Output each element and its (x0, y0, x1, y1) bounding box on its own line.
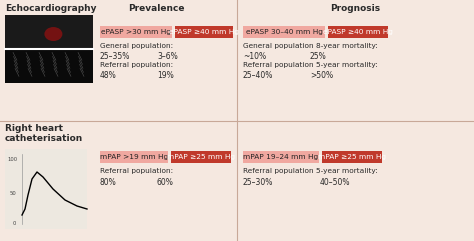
Text: ePASP ≥40 mm Hg: ePASP ≥40 mm Hg (323, 29, 393, 35)
Text: 25–40%: 25–40% (243, 71, 273, 80)
Text: Referral population 5-year mortality:: Referral population 5-year mortality: (243, 168, 378, 174)
Text: 0: 0 (13, 221, 17, 226)
Text: Prevalence: Prevalence (128, 4, 184, 13)
Text: 60%: 60% (157, 178, 174, 187)
FancyBboxPatch shape (5, 149, 87, 229)
Text: 3–6%: 3–6% (157, 52, 178, 61)
Text: 25%: 25% (310, 52, 327, 61)
Text: 25–30%: 25–30% (243, 178, 273, 187)
Text: Referral population 5-year mortality:: Referral population 5-year mortality: (243, 62, 378, 68)
Text: 80%: 80% (100, 178, 117, 187)
Text: ePASP >30 mm Hg: ePASP >30 mm Hg (101, 29, 171, 35)
FancyBboxPatch shape (328, 26, 388, 38)
FancyBboxPatch shape (5, 15, 93, 83)
Text: >50%: >50% (310, 71, 333, 80)
FancyBboxPatch shape (100, 151, 168, 163)
Text: Right heart: Right heart (5, 124, 63, 133)
Text: 40–50%: 40–50% (320, 178, 350, 187)
Text: mPAP >19 mm Hg: mPAP >19 mm Hg (100, 154, 168, 160)
Text: 25–35%: 25–35% (100, 52, 130, 61)
FancyBboxPatch shape (171, 151, 231, 163)
Text: 48%: 48% (100, 71, 117, 80)
Text: Echocardiography: Echocardiography (5, 4, 97, 13)
Text: mPAP ≥25 mm Hg: mPAP ≥25 mm Hg (318, 154, 386, 160)
Text: mPAP 19–24 mm Hg: mPAP 19–24 mm Hg (244, 154, 319, 160)
Text: Referral population:: Referral population: (100, 168, 173, 174)
FancyBboxPatch shape (322, 151, 382, 163)
FancyBboxPatch shape (243, 26, 325, 38)
Text: General population:: General population: (100, 43, 173, 49)
Text: 100: 100 (7, 157, 17, 162)
Text: catheterisation: catheterisation (5, 134, 83, 143)
Ellipse shape (45, 27, 63, 41)
FancyBboxPatch shape (175, 26, 233, 38)
Text: 50: 50 (10, 191, 17, 196)
Text: ePASP 30–40 mm Hg: ePASP 30–40 mm Hg (246, 29, 322, 35)
Text: Referral population:: Referral population: (100, 62, 173, 68)
FancyBboxPatch shape (243, 151, 319, 163)
Text: ePASP ≥40 mm Hg: ePASP ≥40 mm Hg (169, 29, 239, 35)
Text: 19%: 19% (157, 71, 174, 80)
Text: Prognosis: Prognosis (330, 4, 380, 13)
FancyBboxPatch shape (5, 15, 93, 49)
Text: General population 8-year mortality:: General population 8-year mortality: (243, 43, 378, 49)
FancyBboxPatch shape (100, 26, 172, 38)
Text: ~10%: ~10% (243, 52, 266, 61)
Text: mPAP ≥25 mm Hg: mPAP ≥25 mm Hg (167, 154, 235, 160)
